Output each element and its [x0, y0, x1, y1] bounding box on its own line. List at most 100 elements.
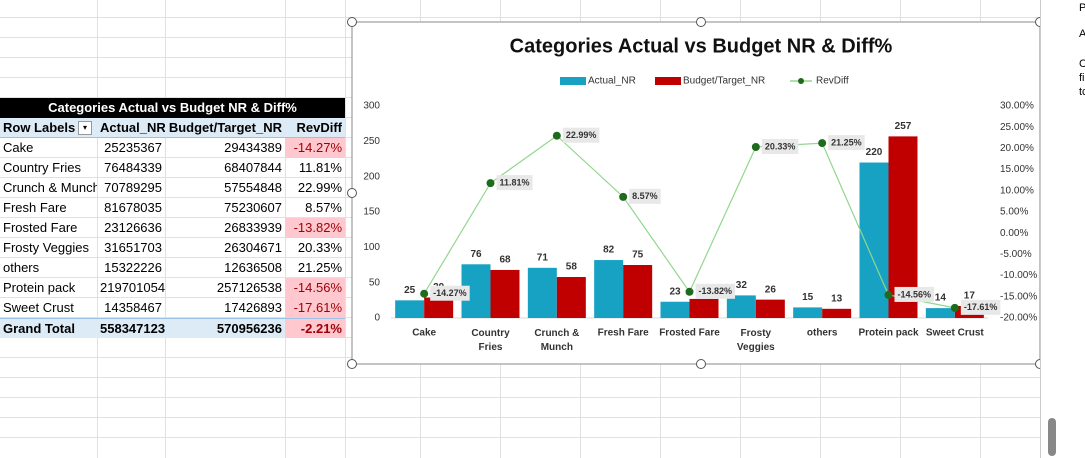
total-cell: 570956236 — [165, 318, 285, 338]
column-line — [165, 0, 166, 458]
line-marker — [420, 289, 429, 298]
table-cell: Protein pack — [3, 280, 76, 295]
resize-handle[interactable] — [347, 188, 357, 198]
table-cell: 14358467 — [104, 300, 162, 315]
table-cell: Sweet Crust — [3, 300, 74, 315]
y2-tick-label: 30.00% — [1000, 101, 1034, 112]
table-header: Budget/Target_NR — [165, 118, 285, 138]
table-cell: -13.82% — [285, 218, 345, 238]
x-tick-label: Sweet Crust — [926, 328, 984, 339]
bar-label: 25 — [404, 285, 416, 296]
label-box — [496, 175, 533, 191]
line-marker — [884, 290, 893, 299]
table-header: Row Labels — [0, 118, 97, 138]
table-cell: 25235367 — [104, 140, 162, 155]
line-label: 8.57% — [632, 191, 658, 201]
bar-label: 13 — [831, 293, 843, 304]
chart-title: Categories Actual vs Budget NR & Diff% — [510, 35, 893, 57]
column-line — [97, 0, 98, 458]
table-cell: -17.61% — [285, 298, 345, 318]
legend-label: Actual_NR — [588, 76, 636, 87]
x-tick-label: Frosty Veggies — [737, 328, 775, 353]
table-header: Actual_NR — [97, 118, 165, 138]
table-cell: 8.57% — [305, 200, 342, 215]
resize-handle[interactable] — [347, 17, 357, 27]
legend-swatch — [655, 77, 681, 85]
table-cell: -14.27% — [285, 138, 345, 158]
y2-tick-label: 5.00% — [1000, 207, 1028, 218]
bar-label: 76 — [470, 249, 482, 260]
table-cell: 257126538 — [216, 280, 282, 295]
table-cell: 12636508 — [224, 260, 282, 275]
y2-tick-label: -15.00% — [1000, 291, 1037, 302]
scrollbar[interactable] — [1048, 418, 1056, 456]
bar — [594, 260, 624, 318]
y-tick-label: 250 — [363, 136, 380, 147]
y-tick-label: 50 — [369, 277, 381, 288]
bar — [793, 307, 823, 318]
line-marker — [619, 192, 628, 201]
y-tick-label: 150 — [363, 207, 380, 218]
table-cell: 76484339 — [104, 160, 162, 175]
line-marker — [950, 303, 959, 312]
bar — [623, 265, 653, 318]
line-label: 22.99% — [566, 130, 597, 140]
table-cell: 68407844 — [224, 160, 282, 175]
panel-text: P — [1079, 2, 1085, 14]
resize-handle[interactable] — [696, 17, 706, 27]
label-box — [629, 188, 661, 204]
table-cell: 29434389 — [224, 140, 282, 155]
y-tick-label: 200 — [363, 171, 380, 182]
table-cell: 11.81% — [298, 160, 342, 175]
label-box — [430, 285, 470, 301]
label-box — [695, 283, 736, 299]
y-tick-label: 0 — [374, 313, 380, 324]
label-box — [960, 299, 1001, 315]
bar — [424, 297, 454, 318]
y2-tick-label: -5.00% — [1000, 249, 1032, 260]
table-cell: Fresh Fare — [3, 200, 67, 215]
total-cell: -2.21% — [285, 318, 345, 338]
label-box — [828, 135, 865, 151]
table-cell: 75230607 — [224, 200, 282, 215]
bar-label: 220 — [866, 147, 883, 158]
y2-tick-label: 0.00% — [1000, 228, 1028, 239]
line-marker — [552, 131, 561, 140]
bar-label: 15 — [802, 292, 814, 303]
bar — [527, 267, 557, 318]
bar — [859, 162, 889, 318]
y2-tick-label: 15.00% — [1000, 164, 1034, 175]
y2-tick-label: -20.00% — [1000, 313, 1037, 324]
table-cell: Frosted Fare — [3, 220, 78, 235]
bar-label: 71 — [537, 252, 549, 263]
table-cell: 21.25% — [297, 260, 342, 275]
table-cell: 17426893 — [224, 300, 282, 315]
bar — [395, 300, 425, 318]
resize-handle[interactable] — [696, 359, 706, 369]
line-marker — [486, 179, 495, 188]
table-cell: -14.56% — [285, 278, 345, 298]
bar-label: 58 — [566, 262, 578, 273]
total-cell: Grand Total — [0, 318, 97, 338]
table-cell: Crunch & Munch — [3, 180, 97, 195]
legend-swatch — [560, 77, 586, 85]
legend-marker — [798, 78, 804, 84]
bar — [726, 295, 756, 318]
bar-label: 68 — [499, 255, 511, 266]
table-cell: 15322226 — [104, 260, 162, 275]
table-cell: 20.33% — [297, 240, 342, 255]
total-cell: 558347123 — [97, 318, 165, 338]
y-tick-label: 300 — [363, 101, 380, 112]
line-label: -17.61% — [964, 302, 998, 312]
label-box — [562, 127, 600, 143]
legend-label: RevDiff — [816, 76, 849, 87]
bar-label: 75 — [632, 250, 644, 261]
x-tick-label: Frosted Fare — [659, 328, 720, 339]
filter-button: ▾ — [78, 121, 92, 135]
table-cell: 26304671 — [224, 240, 282, 255]
table-cell: 23126636 — [104, 220, 162, 235]
line-label: 20.33% — [765, 141, 796, 151]
resize-handle[interactable] — [347, 359, 357, 369]
